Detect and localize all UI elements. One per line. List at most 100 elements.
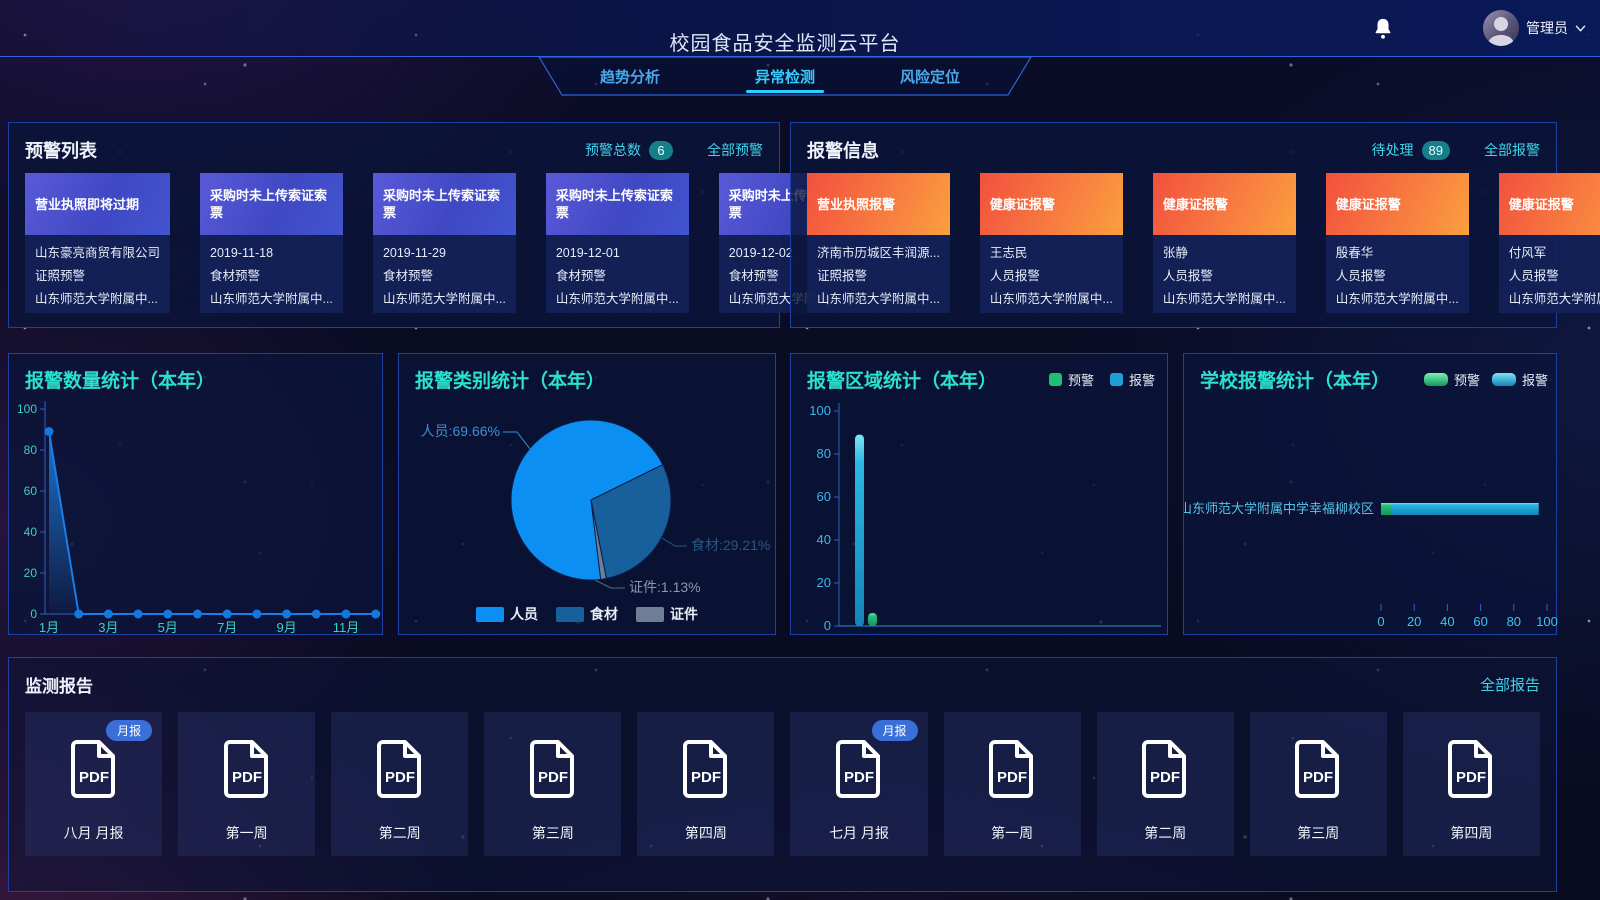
alarm-region-chart-panel: 报警区域统计（本年） 0 20 40 60 80 100 预警 报警 bbox=[790, 353, 1168, 635]
alarm-card-line1: 殷春华 bbox=[1335, 246, 1374, 260]
report-card[interactable]: PDF 第二周 bbox=[1096, 712, 1234, 856]
pie-legend-item[interactable]: 人员 bbox=[476, 604, 538, 624]
chevron-down-icon bbox=[1575, 24, 1586, 32]
warning-card-title: 采购时未上传索证索票 bbox=[200, 173, 343, 235]
alarm-info-panel: 报警信息 待处理 89 全部报警 营业执照报警 济南市历城区丰润源... 证照报… bbox=[790, 122, 1600, 328]
svg-text:人员:69.66%: 人员:69.66% bbox=[421, 423, 500, 439]
svg-text:PDF: PDF bbox=[691, 769, 721, 786]
all-alarms-link[interactable]: 全部报警 bbox=[1484, 142, 1540, 158]
report-label: 第二周 bbox=[1144, 825, 1187, 841]
school-legend-item[interactable]: 报警 bbox=[1491, 370, 1548, 389]
warning-card[interactable]: 营业执照即将过期 山东豪亮商贸有限公司 证照预警 山东师范大学附属中... bbox=[25, 173, 171, 313]
alarm-card-line2: 人员报警 bbox=[1162, 269, 1213, 283]
legend-swatch bbox=[476, 606, 504, 622]
svg-text:PDF: PDF bbox=[997, 769, 1027, 786]
alarm-card[interactable]: 营业执照报警 济南市历城区丰润源... 证照报警 山东师范大学附属中... bbox=[807, 173, 950, 313]
svg-text:PDF: PDF bbox=[538, 769, 568, 786]
all-reports-link[interactable]: 全部报告 bbox=[1479, 677, 1540, 694]
school-chart-legend: 预警 报警 bbox=[1423, 370, 1548, 389]
alarm-card-line3: 山东师范大学附属中... bbox=[817, 292, 940, 306]
alarm-count-badge: 89 bbox=[1421, 140, 1450, 160]
school-alarm-chart-title: 学校报警统计（本年） bbox=[1200, 371, 1391, 392]
svg-text:证件:1.13%: 证件:1.13% bbox=[629, 579, 701, 595]
school-legend-item[interactable]: 预警 bbox=[1423, 370, 1480, 389]
svg-text:60: 60 bbox=[817, 489, 831, 504]
tab-trend-analysis[interactable]: 趋势分析 bbox=[599, 69, 661, 86]
alarm-count-chart-panel: 报警数量统计（本年） 0 20 40 60 80 100 1月 3月 5月 7月 9月 11月 bbox=[8, 353, 383, 635]
user-name: 管理员 bbox=[1526, 20, 1568, 36]
avatar bbox=[1483, 10, 1519, 46]
alarm-card[interactable]: 健康证报警 王志民 人员报警 山东师范大学附属中... bbox=[979, 173, 1123, 313]
warning-card-line2: 食材预警 bbox=[382, 269, 433, 283]
svg-text:PDF: PDF bbox=[232, 769, 262, 786]
svg-text:0: 0 bbox=[824, 618, 831, 633]
region-legend-item[interactable]: 预警 bbox=[1048, 370, 1094, 389]
svg-text:7月: 7月 bbox=[217, 620, 237, 635]
pie-legend-item[interactable]: 证件 bbox=[636, 604, 698, 624]
report-card[interactable]: PDF 第一周 bbox=[943, 712, 1081, 856]
pdf-file-icon: PDF bbox=[526, 738, 580, 805]
legend-swatch bbox=[1048, 373, 1062, 386]
pie-legend-item[interactable]: 食材 bbox=[556, 604, 618, 624]
tab-risk-location[interactable]: 风险定位 bbox=[899, 69, 961, 86]
monthly-report-badge: 月报 bbox=[871, 720, 918, 741]
warning-card-title: 采购时未上传索证索票 bbox=[372, 173, 516, 235]
svg-text:PDF: PDF bbox=[1150, 769, 1180, 786]
warning-card[interactable]: 采购时未上传索证索票 2019-11-18 食材预警 山东师范大学附属中... bbox=[200, 173, 343, 313]
alarm-category-chart-panel: 报警类别统计（本年） 人员:69.66% 食材:29.21% 证件:1.13% 人员… bbox=[398, 353, 776, 635]
warning-count-label: 预警总数 bbox=[585, 142, 641, 158]
report-card[interactable]: PDF 第四周 bbox=[1402, 712, 1540, 856]
legend-label: 人员 bbox=[510, 606, 538, 622]
alarm-card[interactable]: 健康证报警 付风军 人员报警 山东师范大学附属中... bbox=[1498, 173, 1600, 313]
alarm-card[interactable]: 健康证报警 殷春华 人员报警 山东师范大学附属中... bbox=[1325, 173, 1469, 313]
report-card[interactable]: PDF 第三周 bbox=[1249, 712, 1387, 856]
pdf-file-icon: PDF bbox=[1444, 738, 1498, 805]
report-card[interactable]: PDF 第四周 bbox=[637, 712, 775, 856]
alarm-card-line1: 济南市历城区丰润源... bbox=[817, 246, 940, 260]
svg-text:PDF: PDF bbox=[1456, 769, 1486, 786]
report-label: 第四周 bbox=[684, 825, 727, 841]
report-card[interactable]: 月报 PDF 七月 月报 bbox=[790, 712, 928, 856]
svg-text:PDF: PDF bbox=[79, 769, 109, 786]
report-card[interactable]: PDF 第二周 bbox=[331, 712, 469, 856]
report-card[interactable]: 月报 PDF 八月 月报 bbox=[25, 712, 163, 856]
warning-card-line3: 山东师范大学附属中... bbox=[555, 292, 679, 306]
all-warnings-link[interactable]: 全部预警 bbox=[707, 142, 763, 158]
svg-text:80: 80 bbox=[24, 443, 38, 457]
alarm-card-title: 健康证报警 bbox=[1152, 173, 1296, 235]
notification-bell-icon[interactable] bbox=[1372, 17, 1394, 41]
warning-card-line1: 2019-12-01 bbox=[555, 246, 620, 260]
svg-text:80: 80 bbox=[817, 446, 831, 461]
warning-count-badge: 6 bbox=[649, 140, 673, 160]
warning-card-title: 营业执照即将过期 bbox=[25, 173, 171, 235]
alarm-card-line1: 张静 bbox=[1162, 246, 1188, 260]
warning-card[interactable]: 采购时未上传索证索票 2019-11-29 食材预警 山东师范大学附属中... bbox=[372, 173, 516, 313]
legend-swatch bbox=[556, 606, 584, 622]
pdf-file-icon: PDF bbox=[220, 738, 274, 805]
svg-text:40: 40 bbox=[817, 532, 831, 547]
user-menu[interactable]: 管理员 bbox=[1483, 10, 1586, 46]
alarm-card-title: 营业执照报警 bbox=[807, 173, 950, 235]
alarm-count-area-chart: 0 20 40 60 80 100 1月 3月 5月 7月 9月 11月 bbox=[17, 401, 381, 635]
reports-panel: 监测报告 全部报告 月报 PDF 八月 月报 PDF 第一周 PDF 第二周 P… bbox=[8, 657, 1557, 892]
report-label: 第四周 bbox=[1450, 825, 1493, 841]
legend-swatch bbox=[1491, 373, 1516, 386]
alarm-card[interactable]: 健康证报警 张静 人员报警 山东师范大学附属中... bbox=[1152, 173, 1296, 313]
warning-card-line3: 山东师范大学附属中... bbox=[35, 292, 158, 306]
tab-anomaly-detection[interactable]: 异常检测 bbox=[754, 69, 816, 86]
svg-text:80: 80 bbox=[1507, 614, 1521, 629]
svg-text:食材:29.21%: 食材:29.21% bbox=[691, 537, 770, 553]
warning-card-line2: 食材预警 bbox=[210, 269, 261, 283]
warning-card-line1: 2019-11-18 bbox=[210, 246, 274, 260]
alarm-card-title: 健康证报警 bbox=[979, 173, 1123, 235]
report-card[interactable]: PDF 第一周 bbox=[178, 712, 316, 856]
report-card[interactable]: PDF 第三周 bbox=[484, 712, 622, 856]
region-chart-legend: 预警 报警 bbox=[1048, 370, 1155, 389]
warning-card-title: 采购时未上传索证索票 bbox=[545, 173, 689, 235]
region-legend-item[interactable]: 报警 bbox=[1109, 370, 1155, 389]
warning-card[interactable]: 采购时未上传索证索票 2019-12-01 食材预警 山东师范大学附属中... bbox=[545, 173, 689, 313]
alarm-panel-title: 报警信息 bbox=[807, 141, 879, 161]
alarm-card-line2: 人员报警 bbox=[989, 269, 1040, 283]
pdf-file-icon: PDF bbox=[832, 738, 886, 805]
pdf-file-icon: PDF bbox=[373, 738, 427, 805]
